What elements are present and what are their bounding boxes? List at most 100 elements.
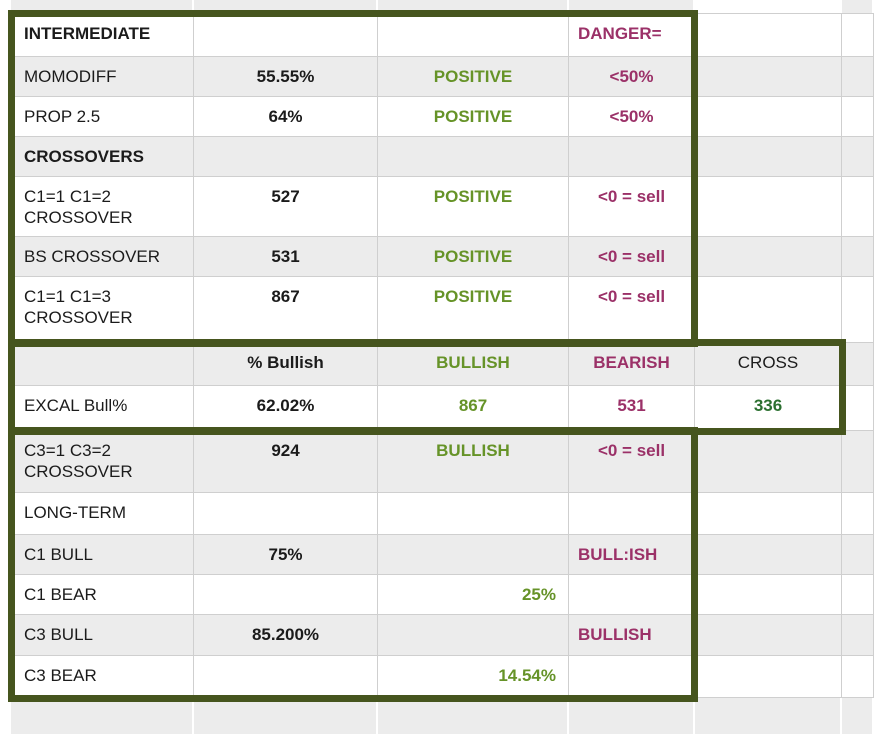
cell-empty[interactable] [695,493,842,534]
cell-empty[interactable] [11,0,194,13]
cell-c1-bear-value[interactable]: 25% [378,575,569,614]
cell-empty[interactable] [695,698,842,734]
cell-empty[interactable] [695,656,842,697]
cell-momodiff-danger[interactable]: <50% [569,57,695,96]
cell-empty[interactable] [695,0,842,13]
cell-excal-label[interactable]: EXCAL Bull% [11,386,194,430]
cell-momodiff-label[interactable]: MOMODIFF [11,57,194,96]
cell-empty[interactable] [194,493,378,534]
cell-empty[interactable] [569,493,695,534]
cell-empty[interactable] [842,57,874,96]
cell-empty[interactable] [378,0,569,13]
cell-excal-pct[interactable]: 62.02% [194,386,378,430]
cell-c3-bull-status[interactable]: BULLISH [569,615,695,655]
cell-empty[interactable] [842,575,874,614]
cell-empty[interactable] [842,177,874,236]
cell-empty[interactable] [695,431,842,492]
cell-empty[interactable] [378,14,569,56]
cell-c3-bull-value[interactable]: 85.200% [194,615,378,655]
cell-long-term-label[interactable]: LONG-TERM [11,493,194,534]
cell-c1-bull-label[interactable]: C1 BULL [11,535,194,574]
cell-empty[interactable] [695,14,842,56]
cell-empty[interactable] [194,575,378,614]
cell-empty[interactable] [695,237,842,276]
cell-c3-bull-label[interactable]: C3 BULL [11,615,194,655]
cell-empty[interactable] [194,656,378,697]
cell-empty[interactable] [842,431,874,492]
cell-c1c3-signal[interactable]: POSITIVE [378,277,569,342]
cell-empty[interactable] [569,137,695,176]
cell-empty[interactable] [569,0,695,13]
cell-empty[interactable] [194,137,378,176]
cell-empty[interactable] [842,97,874,136]
cell-c1-bull-status[interactable]: BULL:ISH [569,535,695,574]
cell-empty[interactable] [378,535,569,574]
cell-intermediate-label[interactable]: INTERMEDIATE [11,14,194,56]
cell-bs-label[interactable]: BS CROSSOVER [11,237,194,276]
cell-empty[interactable] [842,493,874,534]
cell-empty[interactable] [842,535,874,574]
cell-bs-danger[interactable]: <0 = sell [569,237,695,276]
cell-pct-bullish-header[interactable]: % Bullish [194,343,378,385]
cell-empty[interactable] [695,575,842,614]
cell-prop25-value[interactable]: 64% [194,97,378,136]
cell-danger-header[interactable]: DANGER= [569,14,695,56]
cell-empty[interactable] [695,57,842,96]
cell-empty[interactable] [378,615,569,655]
cell-empty[interactable] [842,14,874,56]
cell-empty[interactable] [194,14,378,56]
cell-empty[interactable] [695,277,842,342]
cell-bs-signal[interactable]: POSITIVE [378,237,569,276]
cell-momodiff-value[interactable]: 55.55% [194,57,378,96]
cell-prop25-signal[interactable]: POSITIVE [378,97,569,136]
cell-c3-bear-label[interactable]: C3 BEAR [11,656,194,697]
cell-excal-bullish-count[interactable]: 867 [378,386,569,430]
cell-empty[interactable] [842,277,874,342]
cell-empty[interactable] [842,615,874,655]
cell-bullish-header[interactable]: BULLISH [378,343,569,385]
cell-c1c3-value[interactable]: 867 [194,277,378,342]
cell-cross-header[interactable]: CROSS [695,343,842,385]
cell-empty[interactable] [842,237,874,276]
cell-empty[interactable] [378,698,569,734]
cell-c3-bear-value[interactable]: 14.54% [378,656,569,697]
cell-empty[interactable] [194,0,378,13]
cell-empty[interactable] [695,177,842,236]
cell-empty[interactable] [11,343,194,385]
cell-c3c2-danger[interactable]: <0 = sell [569,431,695,492]
cell-c3c2-signal[interactable]: BULLISH [378,431,569,492]
cell-empty[interactable] [378,493,569,534]
cell-c1-bull-value[interactable]: 75% [194,535,378,574]
cell-empty[interactable] [569,698,695,734]
cell-empty[interactable] [569,575,695,614]
cell-empty[interactable] [194,698,378,734]
cell-prop25-label[interactable]: PROP 2.5 [11,97,194,136]
cell-crossovers-label[interactable]: CROSSOVERS [11,137,194,176]
cell-empty[interactable] [695,535,842,574]
cell-c1c2-signal[interactable]: POSITIVE [378,177,569,236]
cell-empty[interactable] [695,137,842,176]
cell-empty[interactable] [842,0,874,13]
cell-empty[interactable] [569,656,695,697]
cell-empty[interactable] [378,137,569,176]
cell-bearish-header[interactable]: BEARISH [569,343,695,385]
cell-prop25-danger[interactable]: <50% [569,97,695,136]
cell-c3c2-value[interactable]: 924 [194,431,378,492]
cell-empty[interactable] [695,97,842,136]
cell-empty[interactable] [842,386,874,430]
cell-bs-value[interactable]: 531 [194,237,378,276]
cell-excal-bearish-count[interactable]: 531 [569,386,695,430]
cell-c1c3-label[interactable]: C1=1 C1=3 CROSSOVER [11,277,194,342]
cell-c1c2-value[interactable]: 527 [194,177,378,236]
cell-c1c2-danger[interactable]: <0 = sell [569,177,695,236]
cell-empty[interactable] [11,698,194,734]
cell-empty[interactable] [842,137,874,176]
cell-momodiff-signal[interactable]: POSITIVE [378,57,569,96]
cell-empty[interactable] [842,698,874,734]
cell-excal-cross-count[interactable]: 336 [695,386,842,430]
cell-empty[interactable] [695,615,842,655]
cell-empty[interactable] [842,656,874,697]
cell-empty[interactable] [842,343,874,385]
cell-c1c3-danger[interactable]: <0 = sell [569,277,695,342]
cell-c1-bear-label[interactable]: C1 BEAR [11,575,194,614]
